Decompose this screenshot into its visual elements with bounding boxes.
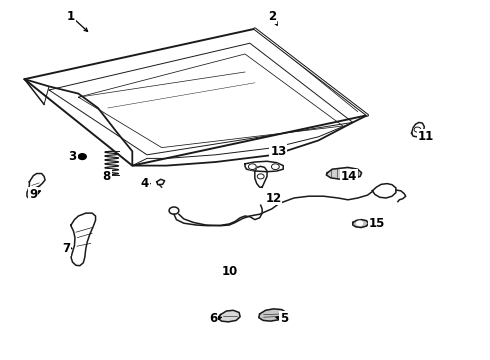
- Text: 6: 6: [209, 312, 217, 325]
- Text: 7: 7: [62, 242, 70, 255]
- Text: 3: 3: [69, 150, 76, 163]
- Polygon shape: [259, 309, 286, 321]
- Text: 8: 8: [103, 170, 111, 183]
- Circle shape: [357, 221, 363, 225]
- Text: 10: 10: [221, 265, 238, 278]
- Circle shape: [78, 154, 86, 159]
- Text: 14: 14: [341, 170, 357, 183]
- Polygon shape: [218, 310, 240, 322]
- Text: 12: 12: [265, 192, 282, 204]
- Text: 4: 4: [141, 177, 148, 190]
- Polygon shape: [71, 213, 96, 266]
- Text: 13: 13: [270, 145, 287, 158]
- Circle shape: [414, 127, 421, 132]
- Circle shape: [169, 207, 179, 214]
- Text: 9: 9: [29, 188, 37, 201]
- Polygon shape: [412, 122, 424, 137]
- Polygon shape: [326, 167, 362, 179]
- Text: 5: 5: [280, 312, 288, 325]
- Text: 1: 1: [67, 10, 75, 23]
- Polygon shape: [255, 166, 267, 187]
- Circle shape: [271, 164, 279, 170]
- Text: 2: 2: [268, 10, 276, 23]
- Polygon shape: [27, 174, 45, 198]
- Circle shape: [248, 164, 256, 170]
- Polygon shape: [353, 220, 368, 228]
- Polygon shape: [372, 184, 396, 198]
- Circle shape: [257, 174, 264, 179]
- Text: 15: 15: [369, 217, 386, 230]
- Polygon shape: [245, 161, 283, 172]
- Polygon shape: [157, 179, 165, 185]
- Text: 11: 11: [418, 130, 435, 143]
